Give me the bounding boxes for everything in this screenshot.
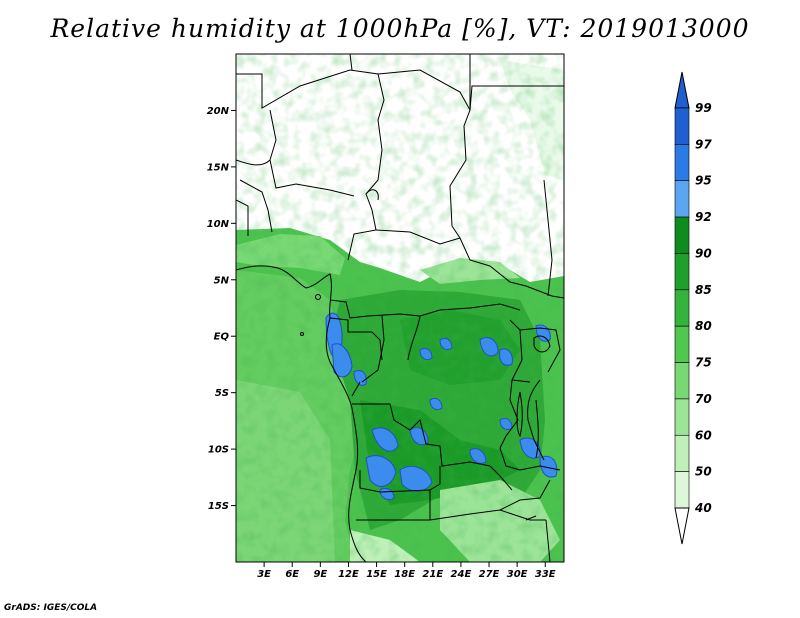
lat-tick: 20N xyxy=(207,106,236,117)
colorbar-bottom-arrow xyxy=(674,507,690,545)
lat-tick-label: 15S xyxy=(208,501,229,512)
lon-tick: 12E xyxy=(338,562,359,580)
colorbar-label: 40 xyxy=(694,501,712,515)
lat-tick: 10N xyxy=(207,219,236,230)
lon-tick-label: 33E xyxy=(535,569,556,580)
colorbar-swatch xyxy=(674,325,690,363)
colorbar-label: 97 xyxy=(695,137,712,151)
colorbar-label: 60 xyxy=(695,428,712,442)
colorbar-label: 50 xyxy=(695,465,712,479)
lat-tick-label: 5N xyxy=(214,275,230,286)
lon-tick: 24E xyxy=(451,562,472,580)
lon-tick-label: 24E xyxy=(451,569,472,580)
humidity-field xyxy=(236,54,564,562)
lat-tick-label: 5S xyxy=(215,388,229,399)
lat-tick-label: 10N xyxy=(207,219,230,230)
map-title: Relative humidity at 1000hPa [%], VT: 20… xyxy=(50,14,750,43)
colorbar-swatch xyxy=(674,180,690,218)
lat-tick-label: 20N xyxy=(207,106,230,117)
colorbar-label: 90 xyxy=(695,246,712,260)
colorbar-label: 85 xyxy=(695,283,712,297)
lat-tick: 5S xyxy=(215,388,236,399)
latitude-axis: 20N 15N 10N 5N EQ 5S 10S 15S xyxy=(207,106,236,512)
colorbar-top-arrow xyxy=(674,71,690,109)
colorbar-swatch xyxy=(674,362,690,400)
lat-tick-label: 10S xyxy=(208,445,229,456)
lon-tick: 30E xyxy=(507,562,528,580)
lat-tick: 15N xyxy=(207,162,236,173)
longitude-axis: 3E 6E 9E 12E 15E 18E 21E 24E 27E 30E 33E xyxy=(257,562,556,580)
colorbar-label: 75 xyxy=(695,356,712,370)
colorbar-swatch xyxy=(674,144,690,182)
saturation-patches xyxy=(325,312,558,501)
lat-tick-label: EQ xyxy=(214,332,230,343)
colorbar-swatch xyxy=(674,289,690,327)
lon-tick-label: 18E xyxy=(394,569,415,580)
colorbar-swatch xyxy=(674,471,690,509)
lon-tick: 15E xyxy=(366,562,387,580)
colorbar-label: 95 xyxy=(695,174,712,188)
lon-tick-label: 15E xyxy=(366,569,387,580)
lon-tick-label: 3E xyxy=(257,569,271,580)
lon-tick: 9E xyxy=(313,562,327,580)
map-frame xyxy=(235,53,565,563)
colorbar-label: 99 xyxy=(695,101,712,115)
colorbar-label: 80 xyxy=(695,319,712,333)
lon-tick: 3E xyxy=(257,562,271,580)
colorbar-swatch xyxy=(674,434,690,472)
political-boundaries xyxy=(236,54,564,562)
lat-tick: 15S xyxy=(208,501,236,512)
colorbar: 99 97 95 92 90 85 80 75 70 60 50 40 xyxy=(674,71,712,545)
lon-tick-label: 6E xyxy=(285,569,299,580)
colorbar-swatch xyxy=(674,398,690,436)
lon-tick-label: 27E xyxy=(479,569,500,580)
lat-tick: 5N xyxy=(214,275,236,286)
lon-tick-label: 30E xyxy=(507,569,528,580)
lon-tick: 6E xyxy=(285,562,299,580)
colorbar-swatch xyxy=(674,216,690,254)
colorbar-label: 92 xyxy=(695,210,712,224)
colorbar-swatch xyxy=(674,253,690,291)
lat-tick-label: 15N xyxy=(207,162,230,173)
lon-tick-label: 21E xyxy=(422,569,443,580)
grads-credit: GrADS: IGES/COLA xyxy=(4,603,98,613)
lon-tick: 27E xyxy=(479,562,500,580)
lon-tick: 18E xyxy=(394,562,415,580)
lon-tick: 21E xyxy=(422,562,443,580)
lat-tick: EQ xyxy=(214,332,236,343)
lon-tick-label: 12E xyxy=(338,569,359,580)
lat-tick: 10S xyxy=(208,445,236,456)
colorbar-label: 70 xyxy=(695,392,712,406)
lon-tick-label: 9E xyxy=(313,569,327,580)
lon-tick: 33E xyxy=(535,562,556,580)
colorbar-swatch xyxy=(674,107,690,145)
